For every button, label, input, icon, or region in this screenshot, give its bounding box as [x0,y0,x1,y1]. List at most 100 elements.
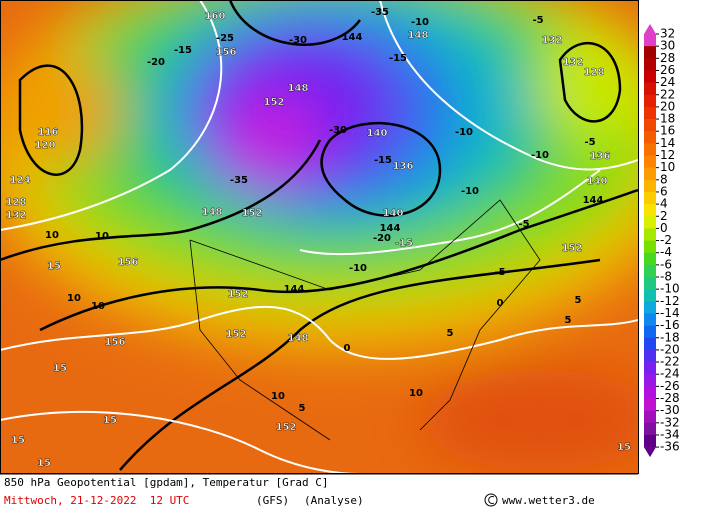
color-bar-segment [644,374,656,387]
contour-label: 120 [35,140,56,151]
contour-label: 132 [6,210,27,221]
color-bar-segment [644,362,656,375]
color-bar-segment [644,131,656,144]
color-bar-label: 22 [660,87,675,101]
contour-label: 15 [47,261,61,272]
color-bar-segment [644,410,656,424]
contour-label: 148 [288,333,309,344]
color-bar-label: -10 [660,282,680,296]
color-bar-segment [644,204,656,217]
color-bar-label: 8 [660,172,668,186]
color-bar-segment [644,46,656,59]
contour-label: -10 [455,127,473,138]
contour-label: -5 [518,219,529,230]
contour-label: 152 [562,243,583,254]
color-bar-label: 4 [660,197,668,211]
contour-label: -20 [147,57,165,68]
color-bar: 32302826242220181614121086420-2-4-6-8-10… [644,24,680,458]
color-bar-segment [644,167,656,181]
contour-label: 152 [264,97,285,108]
color-bar-segment [644,240,656,253]
color-bar-label: -34 [660,427,680,441]
contour-label: 10 [409,388,423,399]
color-bar-label: -6 [660,257,672,271]
contour-label: -10 [461,186,479,197]
contour-label: 156 [216,47,237,58]
contour-label: 148 [408,30,429,41]
color-bar-segment [644,82,656,96]
color-bar-label: 12 [660,148,675,162]
color-bar-label: 14 [660,136,675,150]
contour-label: 5 [565,315,572,326]
contour-label: 15 [37,458,51,469]
color-bar-label: 10 [660,160,675,174]
color-bar-segment [644,94,656,108]
color-bar-segment [644,289,656,302]
contour-label: 140 [587,176,608,187]
contour-label: 5 [299,403,306,414]
color-bar-segment [644,155,656,168]
color-bar-segment [644,301,656,314]
contour-label: 140 [367,128,388,139]
footer-model: (GFS) [256,494,289,507]
contour-label: 148 [288,83,309,94]
color-bar-segment [644,179,656,193]
contour-label: 0 [344,343,351,354]
color-bar-segment [644,143,656,156]
color-bar-label: -36 [660,440,680,454]
color-bar-label: -2 [660,233,672,247]
color-bar-label: 24 [660,75,675,89]
color-bar-label: -24 [660,367,680,381]
contour-label: 152 [228,289,249,300]
contour-label: -30 [289,35,307,46]
color-bar-label: -4 [660,245,672,259]
color-bar-segment [644,422,656,436]
color-bar-label: -32 [660,415,680,429]
footer-run: (Analyse) [304,494,364,507]
color-bar-segment [644,313,656,326]
contour-label: -10 [531,150,549,161]
footer-title: 850 hPa Geopotential [gpdam], Temperatur… [4,476,329,489]
color-bar-top-arrow [644,24,656,34]
contour-label: -20 [373,233,391,244]
color-bar-segment [644,106,656,120]
contour-label: 10 [45,230,59,241]
color-bar-segment [644,325,656,339]
color-bar-label: 32 [660,27,675,41]
contour-label: 124 [10,175,31,186]
color-bar-label: -8 [660,270,672,284]
contour-label: -5 [532,15,543,26]
color-bar-segment [644,216,656,229]
contour-label: 156 [118,257,139,268]
contour-label: 152 [226,329,247,340]
color-bar-segment [644,349,656,363]
color-bar-label: 20 [660,99,675,113]
color-bar-label: -26 [660,379,680,393]
color-bar-label: -22 [660,355,680,369]
color-bar-segment [644,228,656,241]
color-bar-segment [644,398,656,411]
contour-label: -15 [389,53,407,64]
contour-label: -5 [494,267,505,278]
color-bar-label: 30 [660,39,675,53]
copyright-icon-c [488,496,495,504]
contour-label: 136 [393,161,414,172]
color-bar-segment [644,277,656,290]
contour-label: -15 [174,45,192,56]
contour-label: 136 [590,151,611,162]
color-bar-label: 2 [660,209,668,223]
contour-label: 140 [383,208,404,219]
color-bar-segment [644,264,656,278]
color-bar-label: -16 [660,318,680,332]
color-bar-label: -14 [660,306,680,320]
color-bar-label: -12 [660,294,680,308]
color-bar-label: -30 [660,403,680,417]
color-bar-segment [644,252,656,266]
contour-label: -5 [584,137,595,148]
map-labels: 160-25 -30 144-35-10148-5132132128156-15-2… [5,7,631,469]
color-bar-segment [644,34,656,47]
color-bar-label: 28 [660,51,675,65]
contour-label: 152 [242,208,263,219]
